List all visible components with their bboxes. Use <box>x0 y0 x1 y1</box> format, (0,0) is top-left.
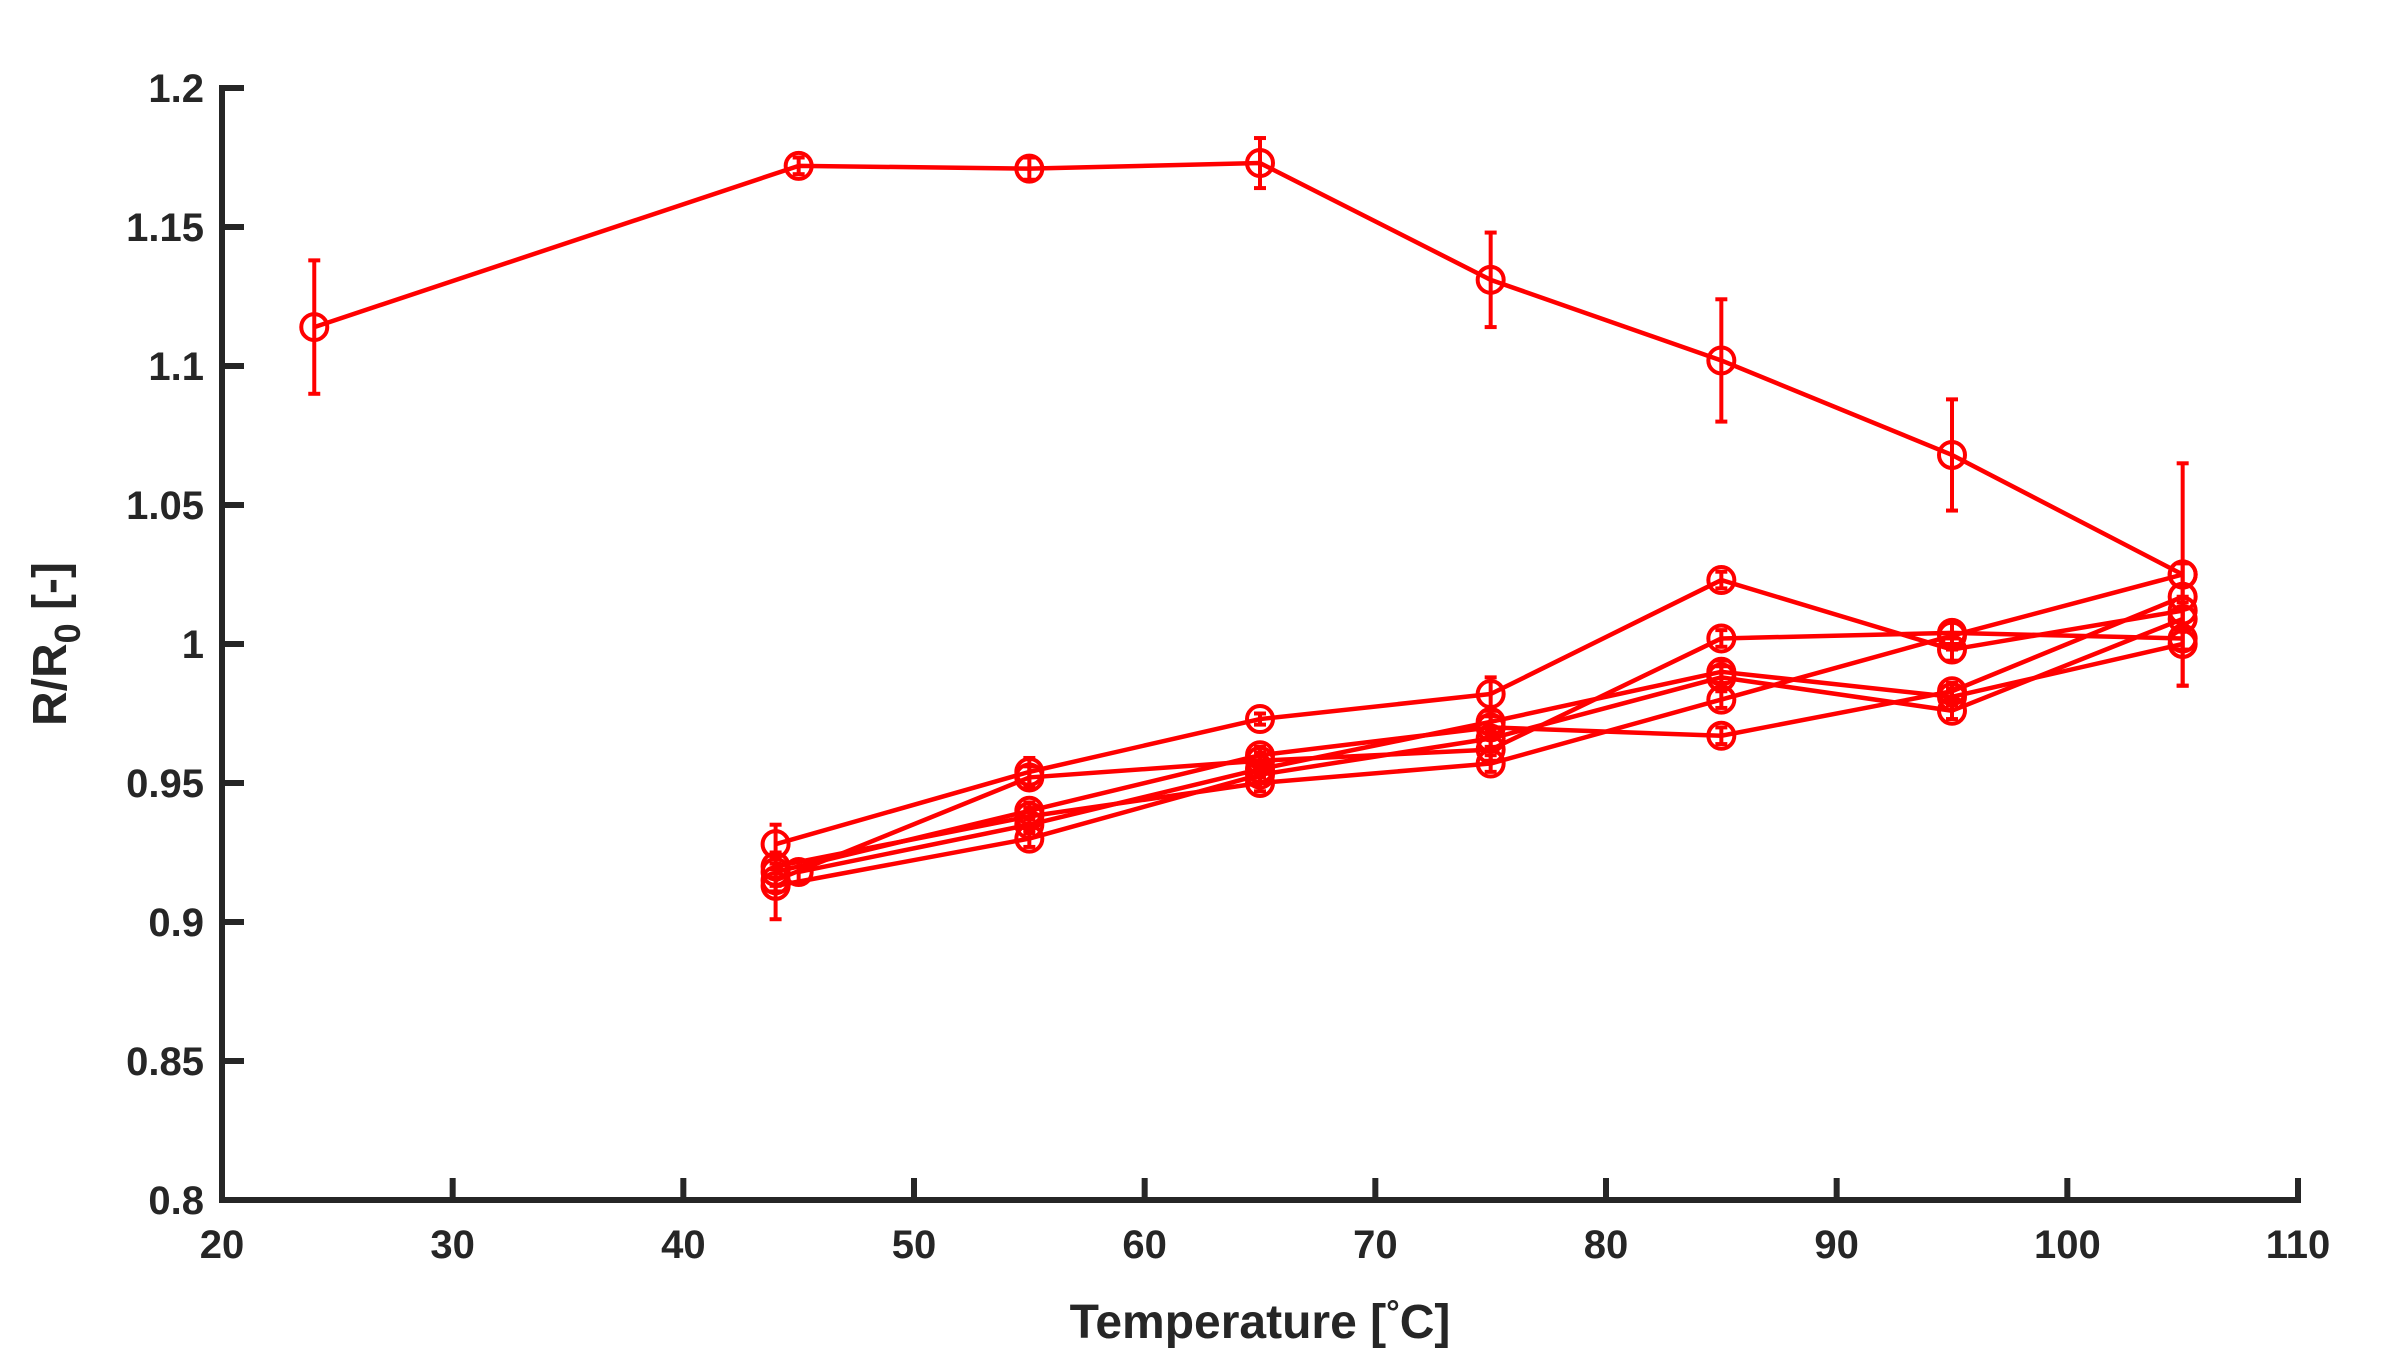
series-run-7 <box>783 600 2198 887</box>
error-bar <box>1254 758 1266 780</box>
series-run-1 <box>299 136 2198 688</box>
data-point <box>1475 748 1506 779</box>
x-tick-label: 20 <box>200 1223 245 1267</box>
data-point <box>2167 629 2198 659</box>
error-bar <box>1715 725 1728 747</box>
x-tick-label: 30 <box>430 1223 475 1267</box>
y-axis-title-suffix: [-] <box>24 562 77 623</box>
x-tick-label: 80 <box>1584 1223 1629 1267</box>
data-point <box>1014 153 1045 184</box>
x-ticks: 20 30 40 50 60 70 80 90 100 110 <box>200 1178 2331 1267</box>
x-tick-label: 90 <box>1814 1223 1859 1267</box>
error-bar <box>1484 230 1497 330</box>
data-point <box>1706 623 1737 654</box>
x-axis-title-pre: Temperature [ <box>1070 1296 1387 1349</box>
data-point <box>783 856 814 887</box>
x-tick-label: 50 <box>892 1223 937 1267</box>
data-point <box>1937 439 1967 470</box>
data-point <box>1245 148 1275 179</box>
data-point <box>1014 809 1045 840</box>
series-line <box>313 160 2184 577</box>
y-tick-label: 1 <box>182 623 204 667</box>
data-point <box>1706 720 1737 751</box>
data-point <box>1706 565 1737 596</box>
x-tick-label: 110 <box>2266 1223 2331 1267</box>
data-point <box>1937 620 1967 651</box>
error-bar <box>1715 689 1728 710</box>
x-tick-label: 100 <box>2034 1223 2101 1267</box>
error-bar <box>1484 753 1497 774</box>
y-tick-label: 0.85 <box>126 1040 204 1084</box>
data-point <box>1706 656 1737 687</box>
data-point <box>2167 559 2198 590</box>
x-tick-label: 60 <box>1122 1223 1167 1267</box>
y-tick-label: 1.15 <box>126 206 204 250</box>
data-point <box>1245 754 1275 785</box>
y-axis-title-sub: 0 <box>47 623 88 643</box>
y-tick-label: 1.05 <box>126 484 204 528</box>
series-layer <box>299 136 2198 922</box>
data-point <box>1475 264 1506 295</box>
error-bar <box>1715 569 1728 591</box>
error-bar <box>1946 686 1958 708</box>
error-bar <box>1254 136 1266 191</box>
series-line <box>774 577 2184 847</box>
error-bar <box>2176 600 2189 688</box>
error-bar <box>308 258 321 396</box>
x-axis-title-degree: ° <box>1386 1294 1400 1332</box>
data-point <box>1937 681 1967 712</box>
error-bar <box>1715 297 1728 424</box>
data-point <box>1014 762 1045 793</box>
data-point <box>1245 704 1275 735</box>
y-tick-label: 1.2 <box>148 67 204 111</box>
data-point <box>299 312 330 343</box>
y-tick-label: 0.8 <box>148 1179 204 1223</box>
error-bar <box>1023 814 1036 836</box>
y-axis-title-main: R/R <box>24 643 77 726</box>
data-point <box>1706 345 1737 376</box>
x-axis-title-post: C] <box>1400 1296 1451 1349</box>
error-bar <box>792 155 805 177</box>
error-bar <box>1715 628 1728 649</box>
x-axis-title: Temperature [°C] <box>1070 1294 1451 1349</box>
x-tick-label: 40 <box>661 1223 706 1267</box>
x-tick-label: 70 <box>1353 1223 1398 1267</box>
y-tick-label: 0.9 <box>148 901 204 945</box>
data-point <box>783 150 814 181</box>
error-bar <box>1254 711 1266 727</box>
y-tick-label: 1.1 <box>148 345 204 389</box>
data-point <box>1475 706 1506 737</box>
y-tick-label: 0.95 <box>126 762 204 806</box>
y-ticks: 0.8 0.85 0.9 0.95 1 1.05 1.1 1.15 1.2 <box>126 67 244 1223</box>
y-axis-title: R/R0 [-] <box>24 562 88 726</box>
error-bar <box>1946 397 1958 513</box>
